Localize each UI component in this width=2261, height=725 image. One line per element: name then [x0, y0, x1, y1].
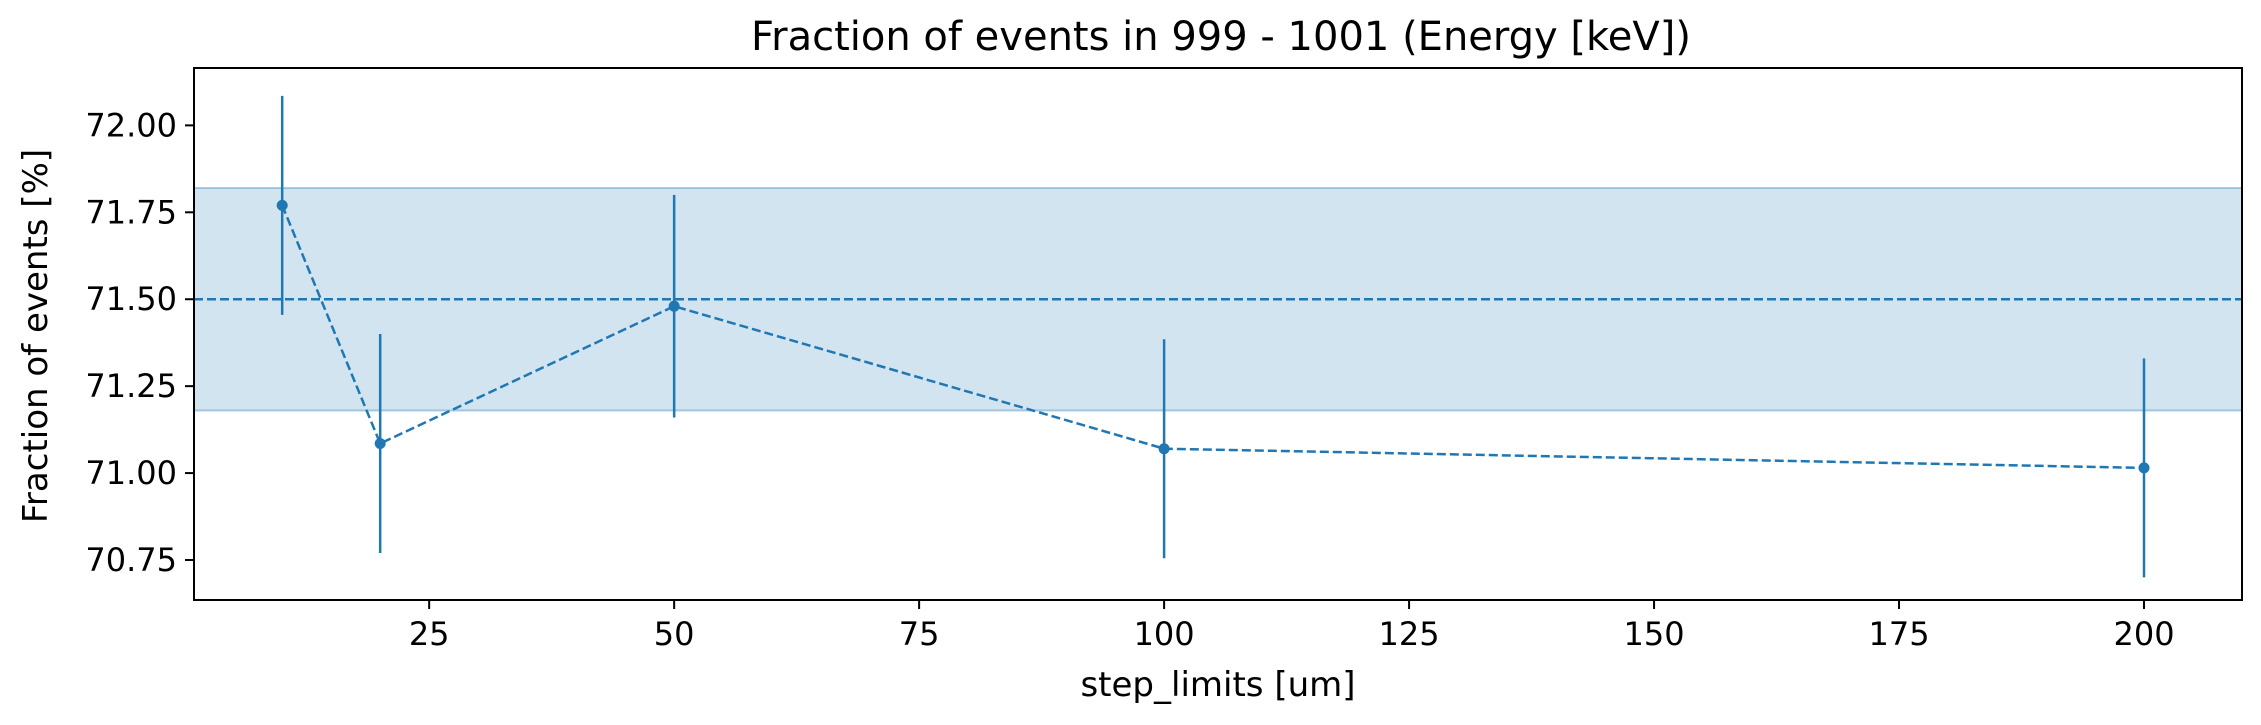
data-point [668, 300, 680, 312]
chart-title: Fraction of events in 999 - 1001 (Energy… [751, 14, 1691, 60]
x-tick-label: 175 [1868, 615, 1929, 653]
x-tick-label: 125 [1379, 615, 1440, 653]
x-tick-label: 150 [1624, 615, 1685, 653]
y-tick-label: 71.25 [85, 367, 177, 405]
x-tick-label: 50 [654, 615, 695, 653]
x-tick-label: 200 [2113, 615, 2174, 653]
x-tick-label: 25 [409, 615, 450, 653]
y-tick-label: 71.75 [85, 193, 177, 231]
y-tick-label: 71.50 [85, 280, 177, 318]
x-axis-label: step_limits [um] [1080, 665, 1355, 705]
data-point [374, 438, 386, 450]
series-line [281, 204, 2145, 470]
data-point [276, 199, 288, 211]
x-tick-label: 100 [1134, 615, 1195, 653]
y-axis-label: Fraction of events [%] [16, 149, 56, 523]
y-tick-label: 70.75 [85, 541, 177, 579]
plot-frame [193, 67, 2243, 601]
y-tick-label: 71.00 [85, 454, 177, 492]
data-point [2138, 462, 2150, 474]
x-tick-label: 75 [899, 615, 940, 653]
y-tick-label: 72.00 [85, 106, 177, 144]
data-point [1158, 443, 1170, 455]
series-layer [276, 95, 2150, 578]
tick-layer: 25 50 75 100 125 150 175 200 70.75 71.00 71.25 71.5… [85, 106, 2174, 653]
